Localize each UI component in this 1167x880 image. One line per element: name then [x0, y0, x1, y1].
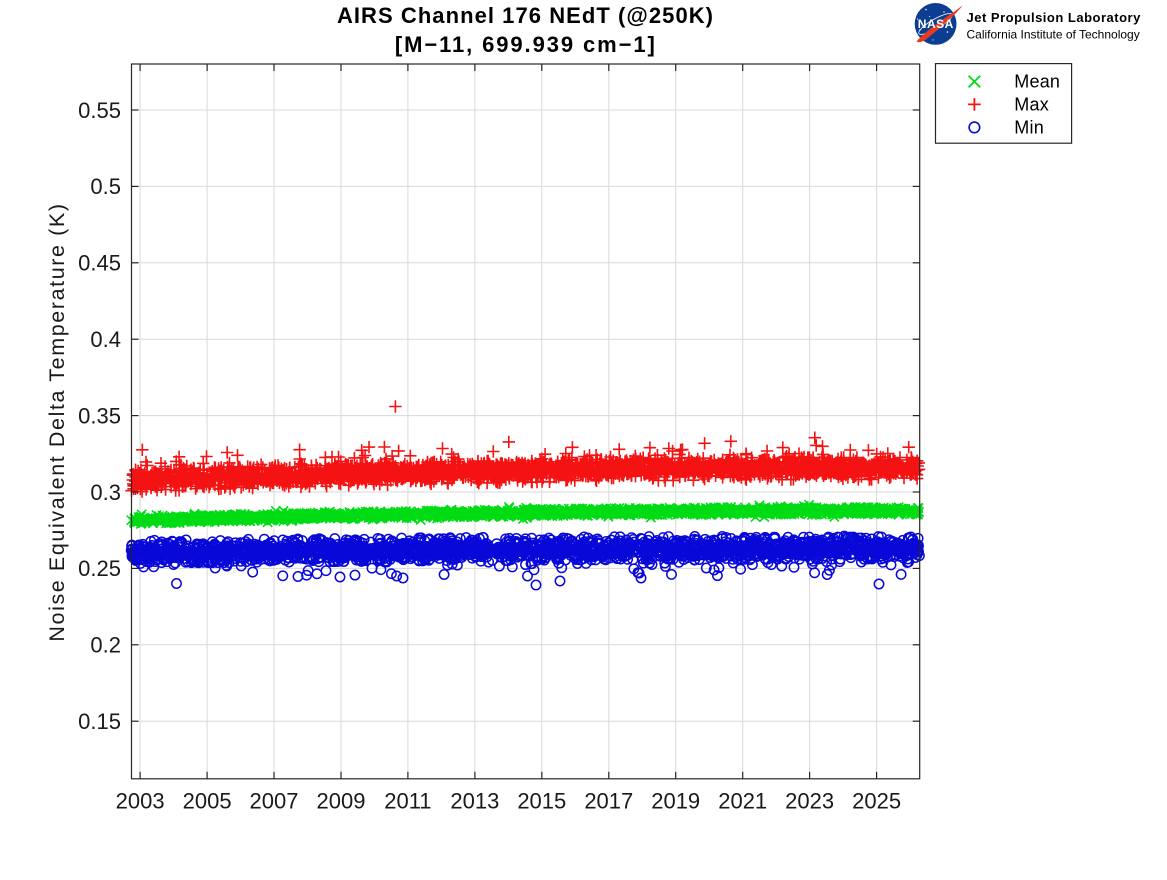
svg-text:0.15: 0.15	[78, 709, 121, 734]
svg-text:AIRS Channel 176 NEdT (@250K): AIRS Channel 176 NEdT (@250K)	[337, 3, 714, 28]
svg-text:Min: Min	[1014, 117, 1044, 137]
svg-text:2011: 2011	[384, 788, 431, 813]
svg-text:2015: 2015	[517, 788, 566, 813]
svg-text:0.2: 0.2	[90, 633, 121, 658]
svg-text:Max: Max	[1014, 94, 1049, 114]
svg-text:0.5: 0.5	[90, 174, 121, 199]
svg-text:2021: 2021	[718, 788, 767, 813]
svg-text:Noise Equivalent Delta Tempera: Noise Equivalent Delta Temperature (K)	[45, 202, 69, 641]
svg-text:2019: 2019	[651, 788, 700, 813]
svg-text:2007: 2007	[250, 788, 299, 813]
svg-text:[M−11, 699.939 cm−1]: [M−11, 699.939 cm−1]	[395, 32, 657, 57]
svg-text:0.35: 0.35	[78, 403, 121, 428]
svg-text:Mean: Mean	[1014, 72, 1060, 92]
svg-text:2003: 2003	[116, 788, 165, 813]
svg-text:California Institute of Techno: California Institute of Technology	[967, 27, 1140, 41]
svg-text:2023: 2023	[785, 788, 834, 813]
svg-text:2025: 2025	[852, 788, 901, 813]
svg-text:0.3: 0.3	[90, 480, 121, 505]
svg-text:Jet Propulsion Laboratory: Jet Propulsion Laboratory	[967, 10, 1142, 25]
svg-text:0.45: 0.45	[78, 251, 121, 276]
svg-text:2017: 2017	[584, 788, 633, 813]
svg-text:0.55: 0.55	[78, 98, 121, 123]
svg-text:2013: 2013	[450, 788, 499, 813]
svg-text:2009: 2009	[317, 788, 366, 813]
svg-text:2005: 2005	[183, 788, 232, 813]
svg-text:0.4: 0.4	[90, 327, 121, 352]
svg-text:NASA: NASA	[918, 17, 954, 31]
svg-text:0.25: 0.25	[78, 556, 121, 581]
